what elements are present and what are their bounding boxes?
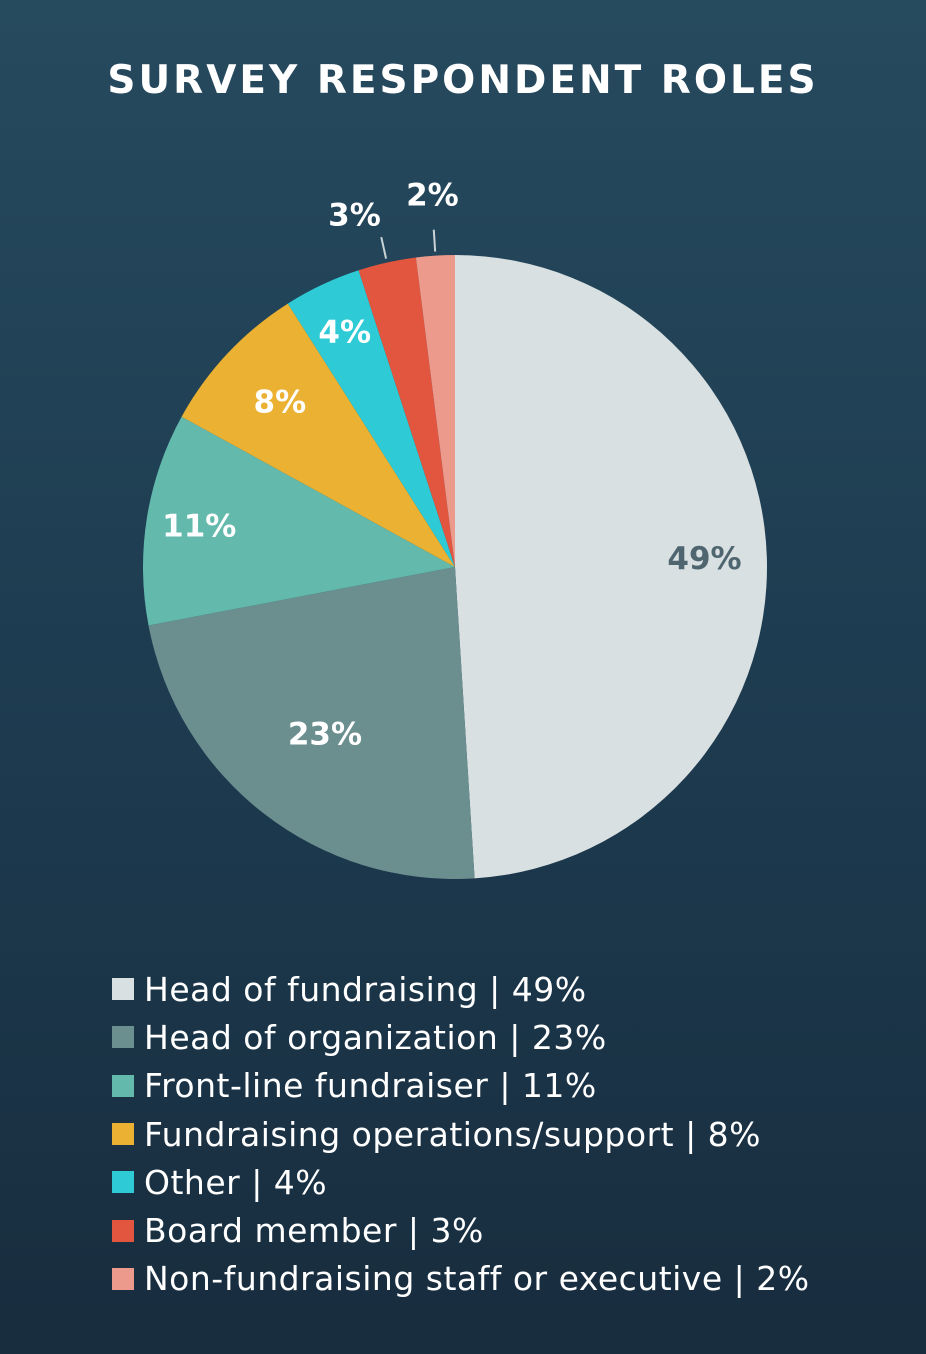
legend-swatch	[112, 1123, 134, 1146]
legend-swatch	[112, 1171, 134, 1194]
legend-swatch	[112, 1074, 134, 1097]
legend: Head of fundraising | 49% Head of organiz…	[112, 965, 912, 1303]
legend-label: Head of organization | 23%	[144, 1017, 607, 1057]
legend-label: Fundraising operations/support | 8%	[144, 1114, 762, 1154]
legend-item-other: Other | 4%	[112, 1158, 912, 1206]
slice-label-fundraising-operations-support: 8%	[254, 385, 307, 421]
chart-title: SURVEY RESPONDENT ROLES	[107, 58, 819, 103]
legend-swatch	[112, 1026, 134, 1049]
pie-slice-fundraising-operations-support	[181, 303, 455, 567]
pie-slice-other	[287, 270, 455, 567]
legend-item-front-line-fundraiser: Front-line fundraiser | 11%	[112, 1062, 912, 1110]
slice-label-other: 4%	[318, 315, 371, 351]
slice-label-board-member: 3%	[328, 198, 381, 234]
slice-label-head-of-fundraising: 49%	[667, 541, 741, 577]
slice-label-head-of-organization: 23%	[288, 717, 362, 753]
legend-label: Other | 4%	[144, 1162, 328, 1202]
legend-label: Board member | 3%	[144, 1211, 484, 1251]
leader-line-non-fundraising-staff-or-executive	[432, 229, 437, 252]
pie-slice-head-of-organization	[148, 567, 475, 879]
legend-item-head-of-fundraising: Head of fundraising | 49%	[112, 965, 912, 1013]
pie-slice-head-of-fundraising	[455, 255, 768, 879]
legend-item-fundraising-operations-support: Fundraising operations/support | 8%	[112, 1110, 912, 1158]
legend-label: Head of fundraising | 49%	[144, 969, 587, 1009]
slice-label-non-fundraising-staff-or-executive: 2%	[406, 178, 459, 214]
pie-slice-front-line-fundraiser	[143, 416, 455, 626]
legend-swatch	[112, 978, 134, 1001]
pie-chart: 49% 23% 11% 8% 4% 3% 2%	[143, 178, 768, 879]
pie-slice-board-member	[358, 257, 455, 567]
legend-swatch	[112, 1219, 134, 1242]
legend-item-head-of-organization: Head of organization | 23%	[112, 1013, 912, 1061]
slice-label-front-line-fundraiser: 11%	[162, 508, 236, 544]
legend-label: Non-fundraising staff or executive | 2%	[144, 1259, 810, 1299]
legend-label: Front-line fundraiser | 11%	[144, 1066, 597, 1106]
leader-line-board-member	[380, 236, 388, 259]
legend-swatch	[112, 1267, 134, 1290]
legend-item-non-fundraising-staff-or-executive: Non-fundraising staff or executive | 2%	[112, 1255, 912, 1303]
pie-slice-non-fundraising-staff-or-executive	[415, 255, 455, 567]
legend-item-board-member: Board member | 3%	[112, 1206, 912, 1254]
